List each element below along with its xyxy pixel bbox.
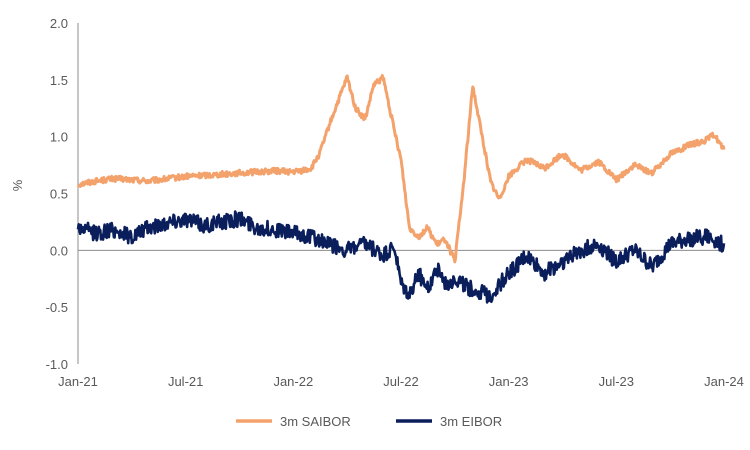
legend-label: 3m EIBOR	[440, 414, 502, 429]
y-tick-label: 1.5	[50, 73, 68, 88]
series-line-eibor	[76, 210, 726, 304]
y-tick-label: 0.5	[50, 187, 68, 202]
x-axis-tick-labels: Jan-21 Jul-21 Jan-22 Jul-22 Jan-23 Jul-23 Jan-…	[58, 374, 744, 389]
x-tick-label: Jan-21	[58, 374, 98, 389]
y-tick-label: -1.0	[46, 357, 68, 372]
series-line-saibor	[76, 74, 726, 264]
y-axis-title: %	[10, 179, 25, 191]
y-tick-label: 0.0	[50, 243, 68, 258]
x-tick-label: Jan-22	[273, 374, 313, 389]
x-tick-label: Jul-22	[383, 374, 418, 389]
y-tick-label: 2.0	[50, 16, 68, 31]
x-tick-label: Jan-23	[489, 374, 529, 389]
x-tick-label: Jan-24	[704, 374, 744, 389]
y-tick-label: -0.5	[46, 300, 68, 315]
series-lines	[76, 74, 726, 304]
y-tick-label: 1.0	[50, 130, 68, 145]
x-tick-label: Jul-23	[599, 374, 634, 389]
x-tick-label: Jul-21	[168, 374, 203, 389]
legend-label: 3m SAIBOR	[280, 414, 351, 429]
legend: 3m SAIBOR 3m EIBOR	[236, 414, 502, 429]
y-axis-tick-labels: 2.0 1.5 1.0 0.5 0.0 -0.5 -1.0	[46, 16, 68, 372]
